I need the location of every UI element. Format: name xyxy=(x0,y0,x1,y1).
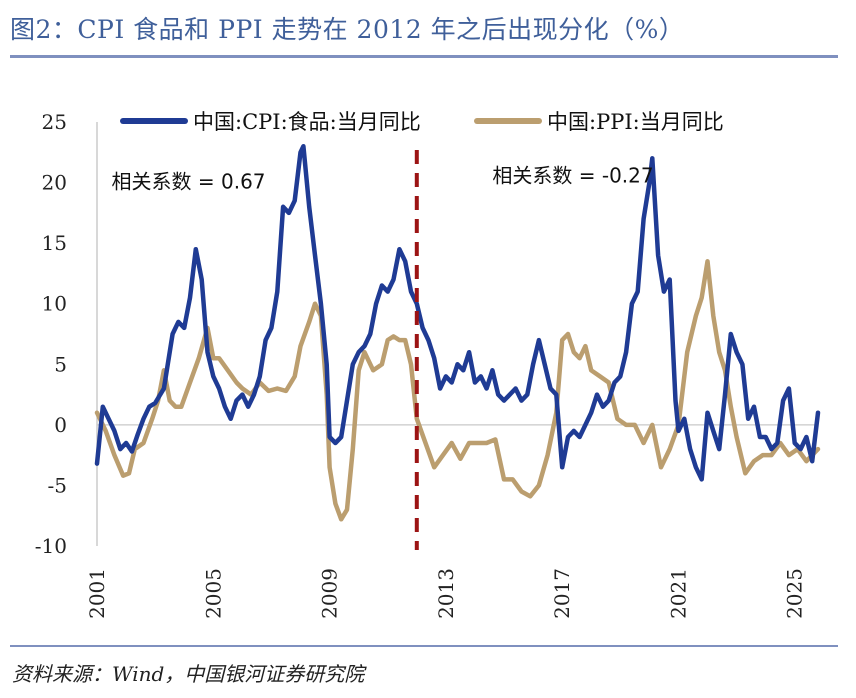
x-tick-label: 2001 xyxy=(85,568,109,619)
legend-ppi-label: 中国:PPI:当月同比 xyxy=(547,110,724,134)
series-line-cpi-food xyxy=(94,143,821,482)
y-tick-label: 5 xyxy=(54,352,67,376)
series-line-ppi xyxy=(94,259,821,522)
y-tick-label: 10 xyxy=(42,292,67,316)
x-tick-label: 2009 xyxy=(318,568,342,619)
x-tick-label: 2013 xyxy=(434,568,458,619)
y-tick-label: -10 xyxy=(35,534,67,558)
y-tick-label: 0 xyxy=(54,413,67,437)
legend-cpi-food-label: 中国:CPI:食品:当月同比 xyxy=(193,110,421,134)
y-tick-label: -5 xyxy=(48,473,67,497)
x-tick-label: 2021 xyxy=(666,568,690,619)
x-tick-label: 2025 xyxy=(783,568,807,619)
x-tick-label: 2005 xyxy=(201,568,225,619)
x-tick-label: 2017 xyxy=(550,568,574,619)
correlation-annotation: 相关系数 = 0.67 xyxy=(112,170,266,194)
y-tick-label: 25 xyxy=(42,110,67,134)
page-title: 图2：CPI 食品和 PPI 走势在 2012 年之后出现分化（%） xyxy=(10,15,685,44)
title-divider xyxy=(10,55,838,58)
source-note: 资料来源：Wind，中国银河证券研究院 xyxy=(12,662,365,686)
correlation-annotation: 相关系数 = -0.27 xyxy=(492,164,653,188)
footer-divider xyxy=(10,645,838,647)
y-tick-label: 15 xyxy=(42,231,67,255)
y-tick-label: 20 xyxy=(42,171,67,195)
